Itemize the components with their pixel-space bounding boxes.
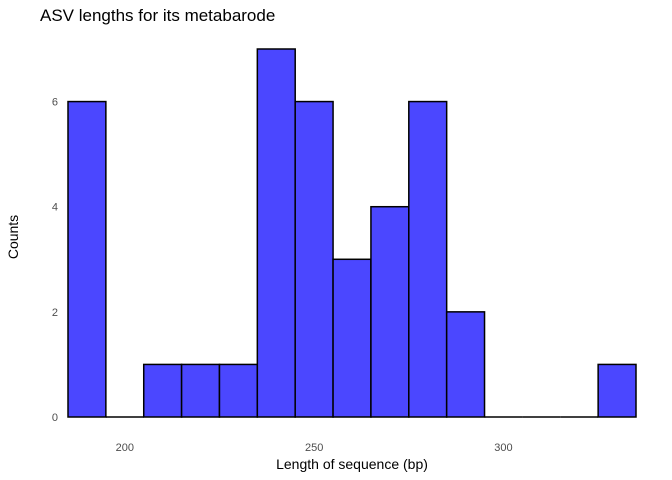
x-tick-label: 200 — [116, 442, 134, 454]
chart-title: ASV lengths for its metabarode — [40, 6, 275, 25]
x-axis-label: Length of sequence (bp) — [276, 456, 428, 472]
histogram-bar — [67, 100, 107, 418]
histogram-bar — [256, 48, 296, 418]
x-axis-ticks: 200 250 300 — [116, 442, 513, 454]
y-tick-label: 6 — [52, 97, 58, 109]
histogram-bar — [370, 205, 410, 418]
bars-group — [67, 48, 637, 418]
histogram-bar — [218, 363, 259, 418]
y-tick-label: 4 — [52, 202, 58, 214]
histogram-bar — [408, 100, 448, 418]
x-tick-label: 250 — [305, 442, 323, 454]
histogram-bar — [445, 311, 486, 418]
x-tick-label: 300 — [494, 442, 512, 454]
histogram-bar — [142, 363, 183, 418]
y-axis-label: Counts — [5, 215, 21, 259]
y-tick-label: 2 — [52, 307, 58, 319]
y-tick-label: 0 — [52, 412, 58, 424]
histogram-bar — [597, 363, 637, 418]
histogram-bar — [332, 258, 372, 418]
histogram-bar — [294, 100, 334, 418]
histogram-bar — [180, 363, 221, 418]
y-axis-ticks: 0 2 4 6 — [52, 97, 58, 424]
